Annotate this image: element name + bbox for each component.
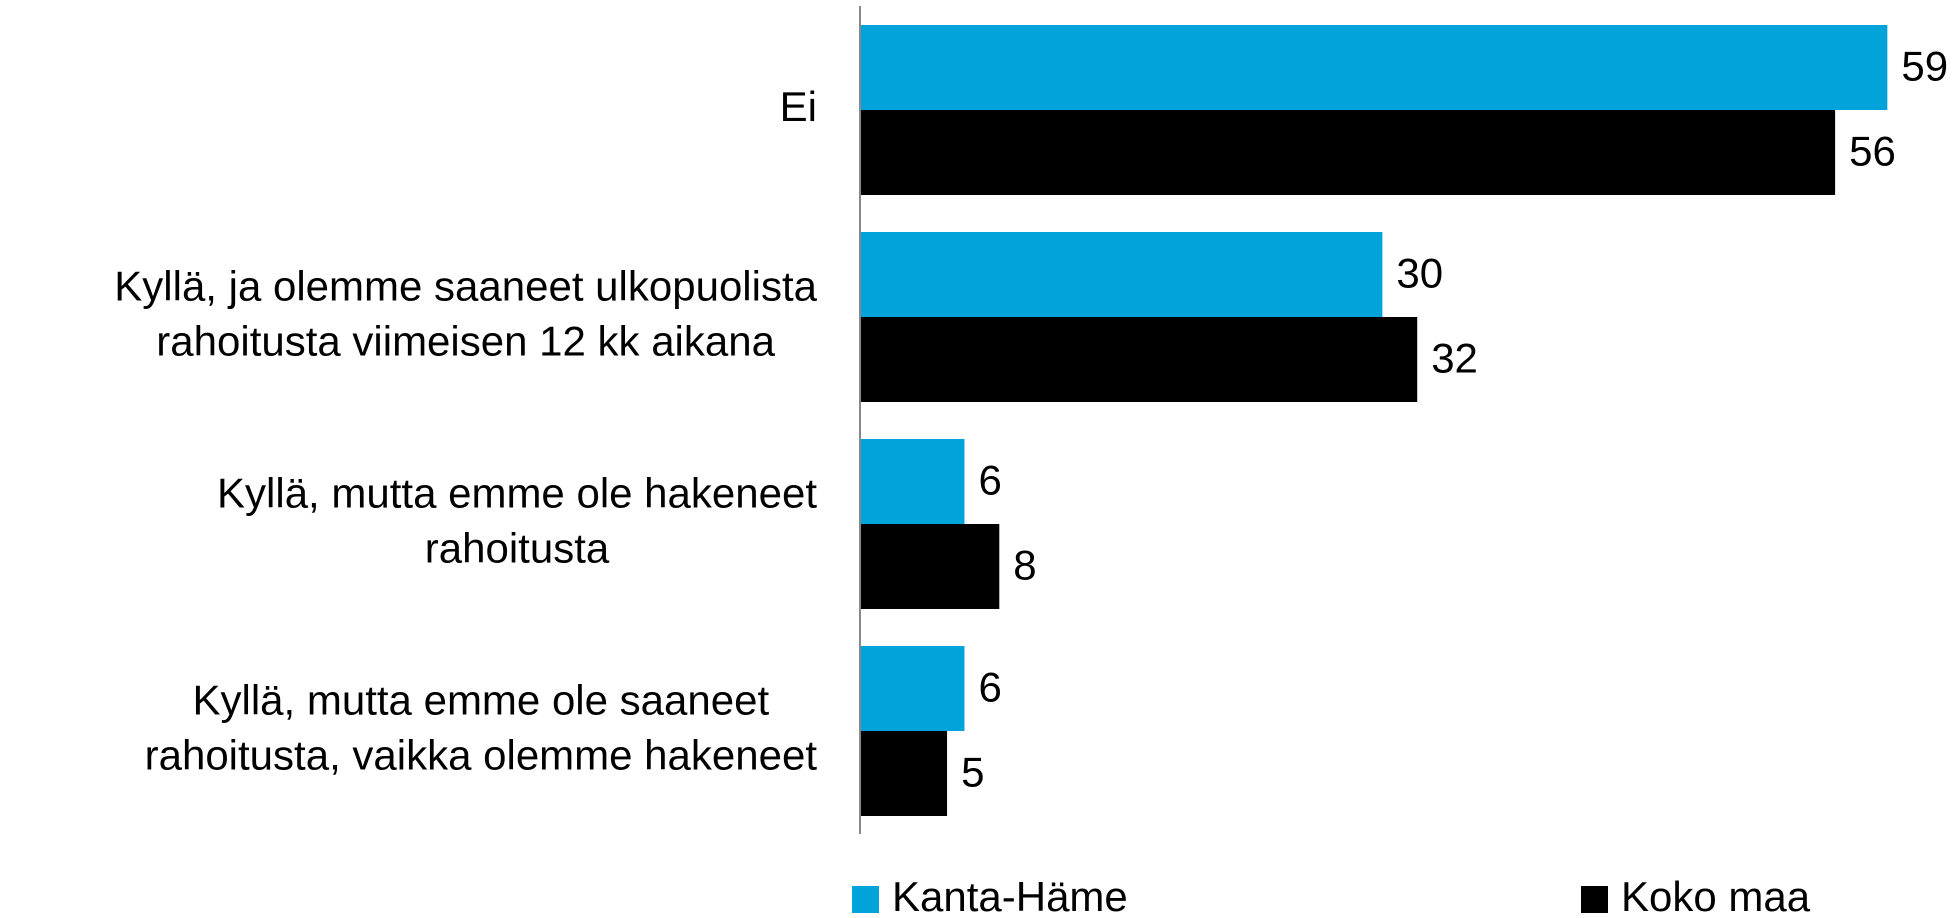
category-label: Ei <box>780 83 817 130</box>
bar <box>860 232 1383 317</box>
value-label: 6 <box>978 664 1001 711</box>
legend-label: Kanta-Häme <box>892 873 1128 918</box>
value-label: 8 <box>1013 542 1036 589</box>
value-label: 6 <box>978 457 1001 504</box>
value-label: 30 <box>1396 250 1443 297</box>
legend-label: Koko maa <box>1621 873 1811 918</box>
bar <box>860 110 1836 195</box>
category-label-line: Kyllä, mutta emme ole saaneet <box>193 677 770 724</box>
category-label: Kyllä, mutta emme ole saaneet rahoitusta,… <box>145 677 818 779</box>
bar <box>860 524 1000 609</box>
category-label-line: rahoitusta, vaikka olemme hakeneet <box>145 732 818 779</box>
category-label-line: rahoitusta viimeisen 12 kk aikana <box>156 318 775 365</box>
category-label: Kyllä, mutta emme ole hakeneet rahoitusta <box>217 470 817 572</box>
category-label-line: Kyllä, mutta emme ole hakeneet <box>217 470 817 517</box>
value-label: 56 <box>1849 128 1896 175</box>
bar <box>860 439 965 524</box>
category-label: Kyllä, ja olemme saaneet ulkopuolista rah… <box>114 263 817 365</box>
category-label-line: Ei <box>780 83 817 130</box>
bar <box>860 731 948 816</box>
value-label: 59 <box>1901 43 1948 90</box>
value-label: 32 <box>1431 335 1478 382</box>
bar <box>860 317 1418 402</box>
category-label-line: Kyllä, ja olemme saaneet ulkopuolista <box>114 263 817 310</box>
value-label: 5 <box>961 749 984 796</box>
category-label-line: rahoitusta <box>425 525 610 572</box>
legend-swatch <box>852 886 879 913</box>
legend-swatch <box>1581 886 1608 913</box>
bar <box>860 646 965 731</box>
bar <box>860 25 1888 110</box>
